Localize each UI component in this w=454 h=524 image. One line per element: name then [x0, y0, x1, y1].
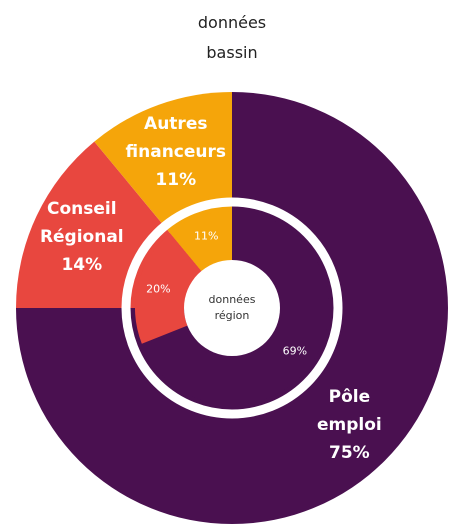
value-label: 75%: [329, 443, 370, 464]
chart-title: données bassin: [197, 13, 267, 62]
value-label: 11%: [155, 169, 197, 190]
slice-label: Autres financeurs 11%: [121, 110, 231, 194]
center-label: données région: [208, 293, 256, 322]
category-label: Conseil Régional: [39, 199, 124, 248]
separator-ring: [121, 197, 343, 419]
value-label: 69%: [282, 344, 308, 358]
slice: [141, 211, 329, 405]
value-label: 20%: [146, 282, 171, 296]
slice: [135, 233, 202, 344]
center-hole: [184, 260, 280, 356]
value-label: 11%: [194, 229, 219, 243]
slice-label: Conseil Régional 14%: [27, 195, 137, 279]
category-label: Pôle emploi: [317, 387, 382, 436]
slice-label: Pôle emploi 75%: [294, 383, 404, 467]
slice: [170, 211, 232, 272]
value-label: 14%: [61, 255, 103, 276]
category-label: Autres financeurs: [125, 113, 227, 162]
